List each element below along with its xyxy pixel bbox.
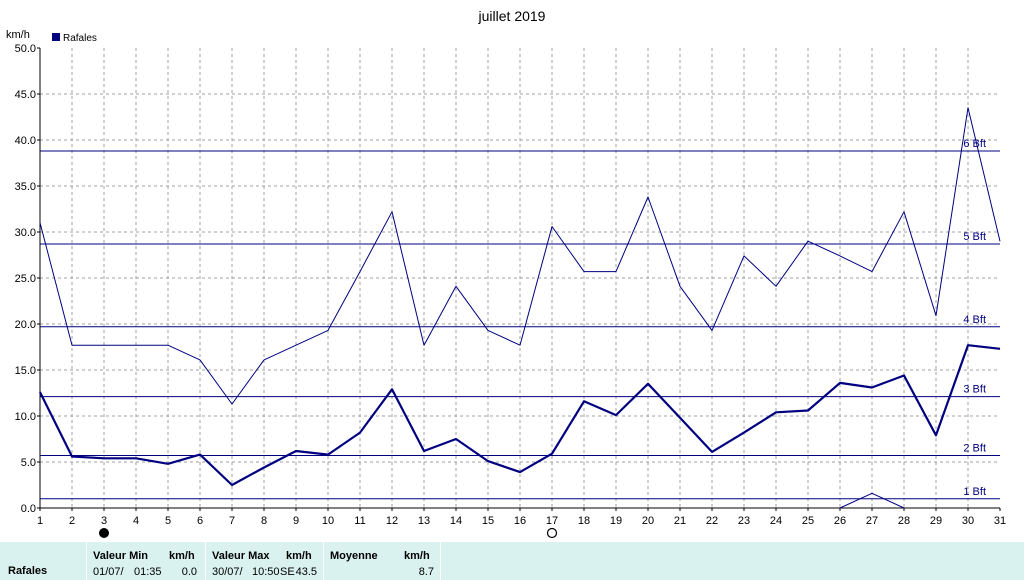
x-tick-label: 22 [706,515,718,527]
beaufort-label: 1 Bft [963,486,986,498]
x-tick-label: 21 [674,515,686,527]
x-tick-label: 5 [165,515,171,527]
min-time: 01:35 [134,566,162,578]
beaufort-label: 6 Bft [963,138,986,150]
avg-header: Moyenne [330,550,378,562]
y-tick-label: 40.0 [15,135,36,147]
max-header: Valeur Max [212,550,270,562]
y-tick-label: 50.0 [15,43,36,55]
x-tick-label: 23 [738,515,750,527]
x-tick-label: 25 [802,515,814,527]
x-tick-label: 8 [261,515,267,527]
max-date: 30/07/ [212,566,243,578]
y-tick-label: 25.0 [15,273,36,285]
footer-avg-cell: Moyenne km/h 8.7 [324,542,441,580]
y-tick-label: 30.0 [15,227,36,239]
x-tick-label: 6 [197,515,203,527]
x-tick-label: 3 [101,515,107,527]
footer-min-cell: Valeur Min km/h 01/07/ 01:35 0.0 [87,542,206,580]
x-tick-label: 11 [354,515,365,527]
max-unit: km/h [286,550,312,562]
legend-label: Rafales [63,33,97,44]
x-tick-label: 16 [514,515,526,527]
x-tick-label: 13 [418,515,430,527]
x-tick-label: 9 [293,515,299,527]
avg-value: 8.7 [418,566,434,578]
x-tick-label: 2 [69,515,75,527]
y-tick-label: 0.0 [21,503,36,515]
x-tick-label: 19 [610,515,622,527]
footer-max-cell: Valeur Max km/h 30/07/ 10:50 SE 43.5 [206,542,324,580]
min-unit: km/h [169,550,195,562]
plot-area: 0.0 5.0 10.0 15.0 20.0 25.0 30.0 35.0 40.0 45.0 50… [15,43,1006,539]
x-tick-label: 10 [322,515,334,527]
y-tick-label: 10.0 [15,411,36,423]
series-line-2 [39,344,1001,487]
avg-unit: km/h [404,550,430,562]
x-tick-label: 20 [642,515,654,527]
beaufort-label: 2 Bft [963,443,986,455]
footer-row-label: Rafales [8,565,48,577]
x-tick-label: 18 [578,515,590,527]
x-tick-label: 17 [546,515,558,527]
x-tick-label: 27 [866,515,878,527]
y-tick-label: 5.0 [21,457,36,469]
series-line-3 [839,492,905,509]
x-tick-label: 1 [37,515,43,527]
max-direction: SE [280,566,295,578]
footer-label-cell: Rafales [0,542,87,580]
series-line-1 [39,107,1001,405]
beaufort-label: 4 Bft [963,314,986,326]
y-tick-label: 35.0 [15,181,36,193]
legend-swatch [52,33,60,41]
x-tick-label: 4 [133,515,139,527]
y-tick-label: 15.0 [15,365,36,377]
min-value: 0.0 [181,566,197,578]
y-tick-label: 45.0 [15,89,36,101]
x-tick-label: 30 [962,515,974,527]
x-tick-label: 12 [386,515,398,527]
x-tick-label: 14 [450,515,462,527]
max-value: 43.5 [295,566,317,578]
x-tick-label: 28 [898,515,910,527]
y-axis-label: km/h [6,29,30,41]
stats-footer: Rafales Valeur Min km/h 01/07/ 01:35 0.0… [0,542,1024,580]
chart-title: juillet 2019 [478,8,546,24]
wind-chart: juillet 2019 km/h Rafales 0.0 5.0 10.0 15.0… [6,8,1006,539]
beaufort-label: 3 Bft [963,384,986,396]
x-tick-label: 26 [834,515,846,527]
full-moon-icon [546,527,558,539]
beaufort-label: 5 Bft [963,231,986,243]
min-header: Valeur Min [93,550,149,562]
x-tick-label: 29 [930,515,942,527]
min-date: 01/07/ [93,566,124,578]
x-tick-label: 31 [994,515,1006,527]
y-tick-label: 20.0 [15,319,36,331]
max-time: 10:50 [252,566,280,578]
new-moon-icon [99,528,109,538]
x-tick-label: 15 [482,515,494,527]
x-tick-label: 24 [770,515,782,527]
x-tick-label: 7 [229,515,235,527]
